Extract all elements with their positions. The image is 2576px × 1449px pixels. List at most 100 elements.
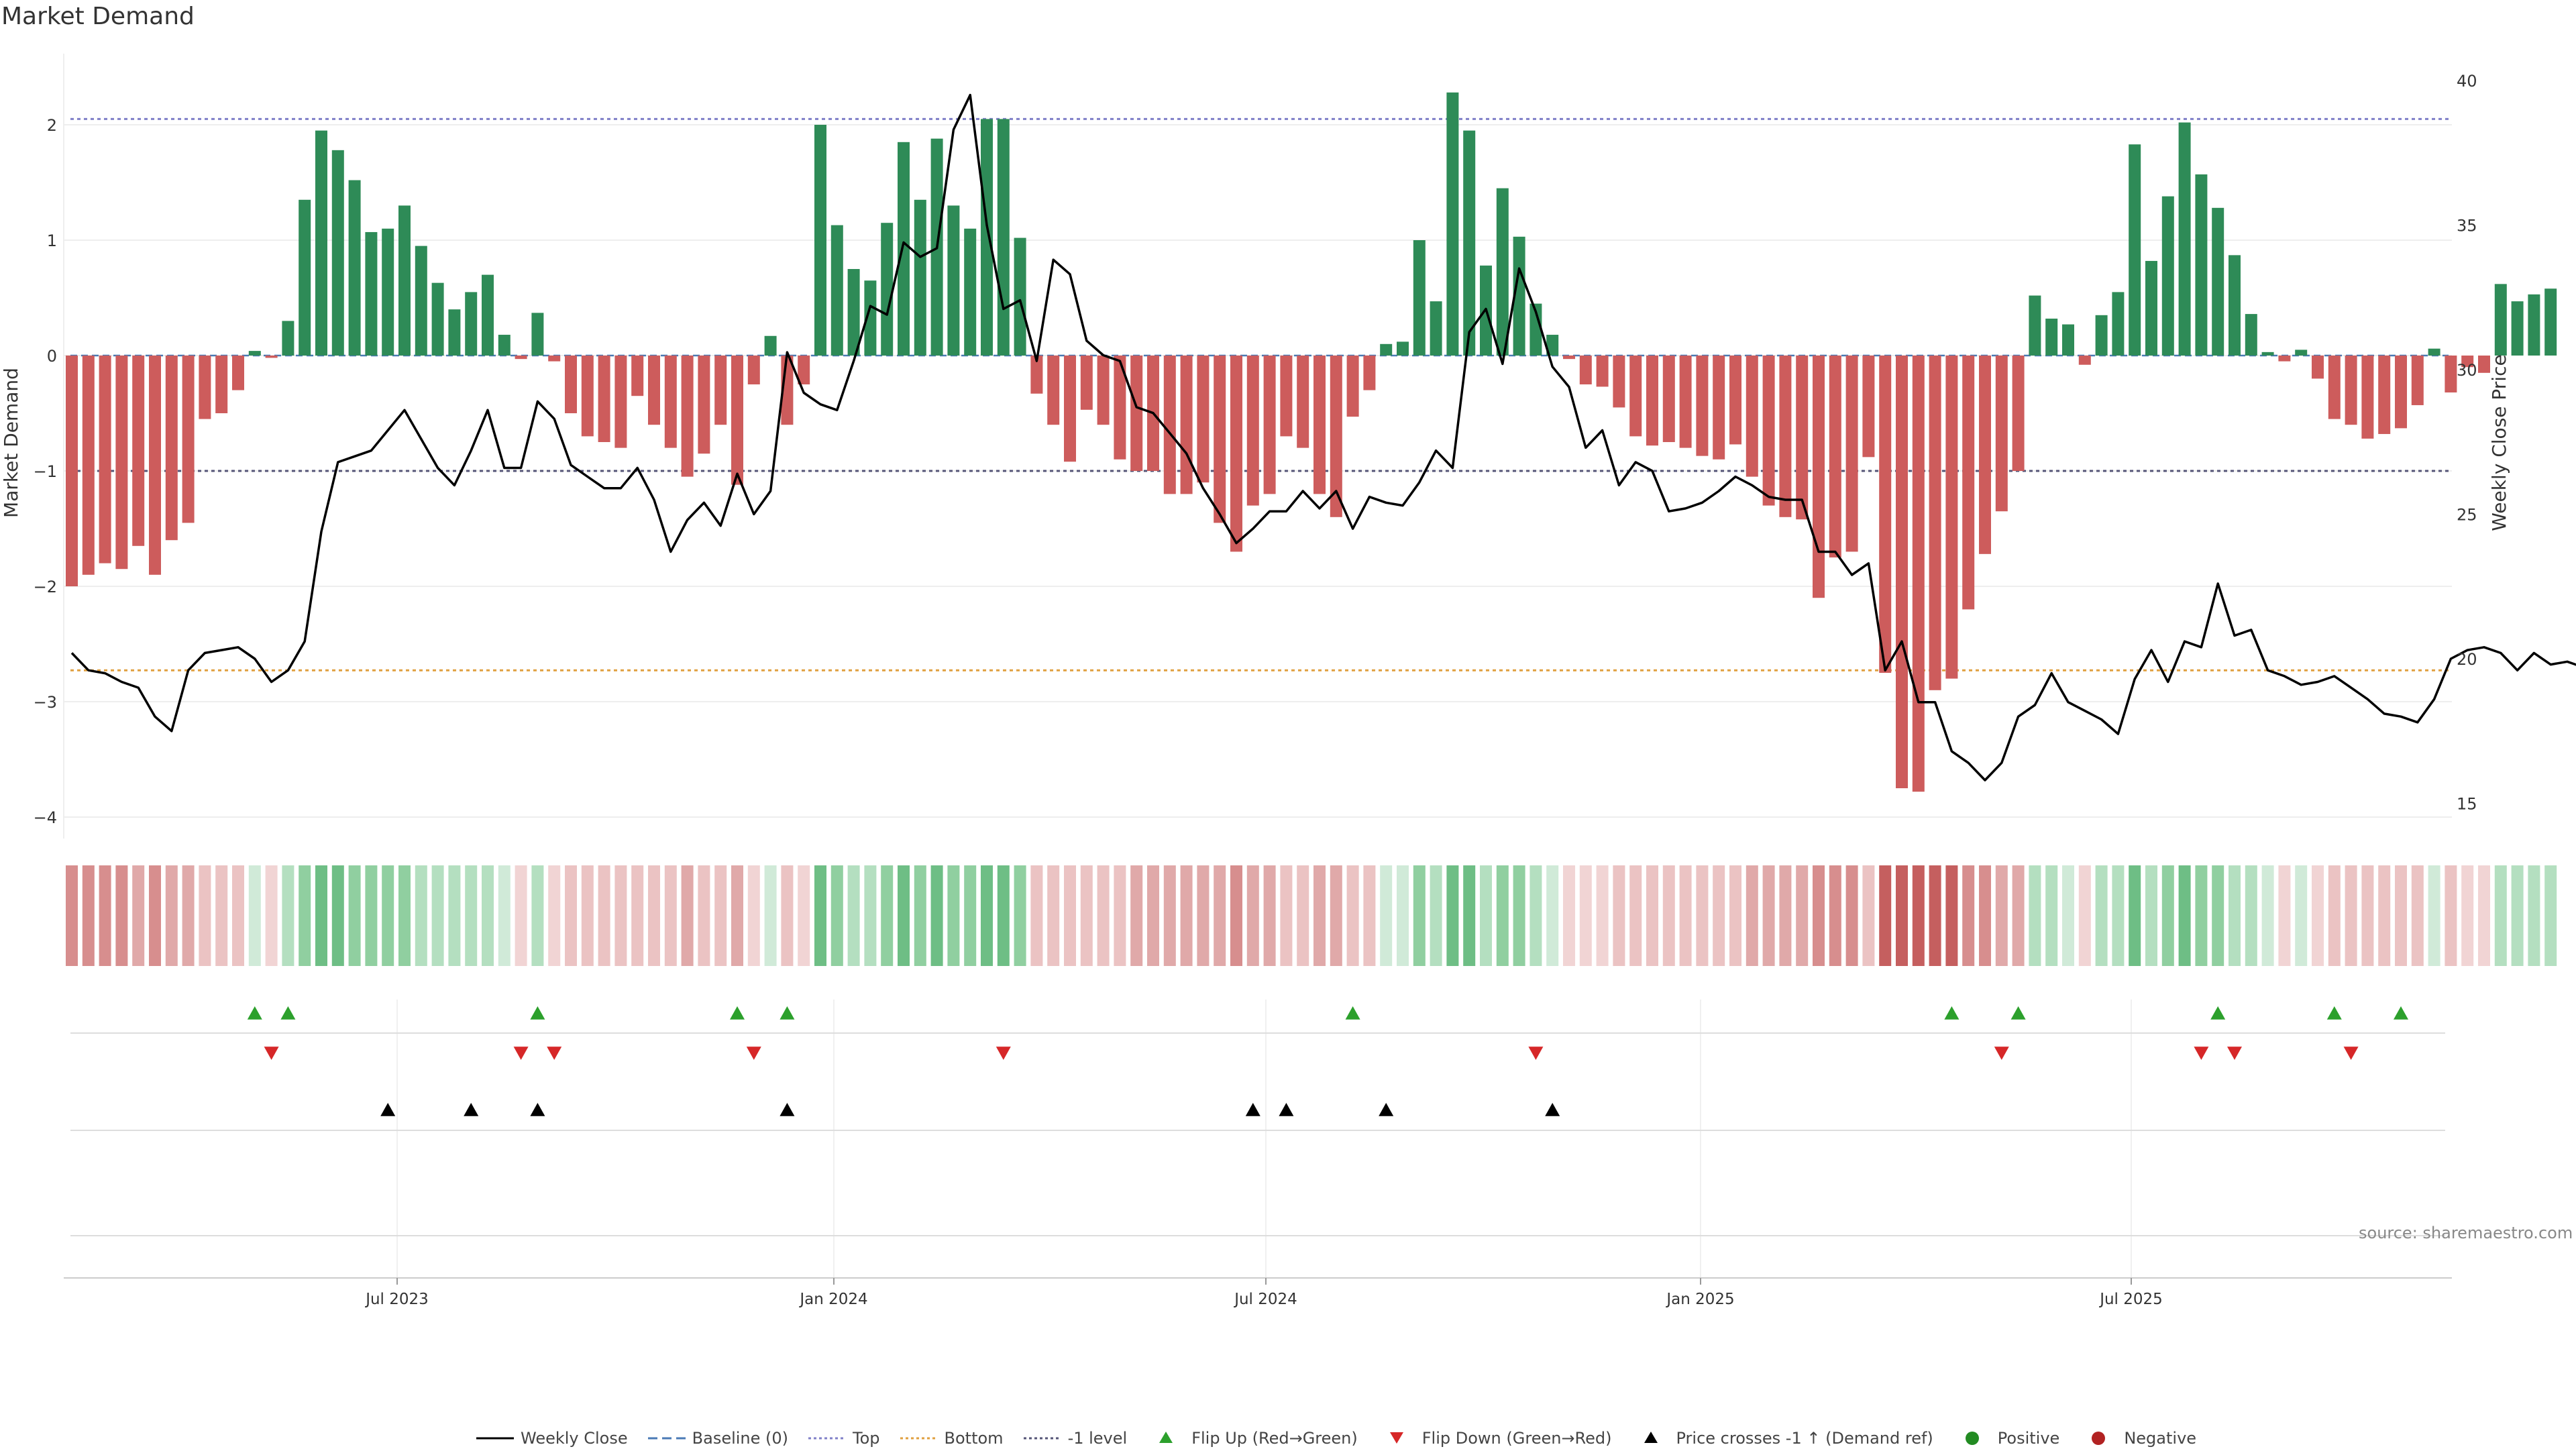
shade-cell — [2045, 865, 2058, 966]
demand-bar — [1912, 356, 1925, 792]
shade-cell — [1713, 865, 1725, 966]
shade-cell — [1979, 865, 1991, 966]
demand-bar — [1845, 356, 1858, 552]
shade-cell — [448, 865, 461, 966]
shade-cell — [1613, 865, 1625, 966]
shade-cell — [1180, 865, 1193, 966]
legend-item: Negative — [2080, 1429, 2196, 1448]
y-tick-label: −3 — [34, 693, 57, 712]
y2-tick-label: 15 — [2457, 795, 2477, 814]
legend-label: Price crosses -1 ↑ (Demand ref) — [1676, 1429, 1933, 1448]
demand-bar — [1363, 356, 1376, 390]
demand-bar — [1596, 356, 1609, 387]
flip-down-marker — [1994, 1046, 2009, 1060]
y-tick-label: −4 — [34, 808, 57, 827]
chart-legend: Weekly Close Baseline (0) Top Bottom -1 leve… — [476, 1429, 2216, 1448]
shade-cell — [215, 865, 228, 966]
shade-cell — [1197, 865, 1210, 966]
reference-lines — [70, 117, 2449, 672]
demand-bar — [681, 356, 694, 477]
shade-cell — [465, 865, 478, 966]
demand-bar — [2195, 174, 2208, 356]
source-label: source: sharemaestro.com — [2359, 1224, 2573, 1242]
shade-cell — [2062, 865, 2074, 966]
legend-label: Flip Up (Red→Green) — [1191, 1429, 1358, 1448]
demand-bar — [731, 356, 743, 485]
demand-bar — [614, 356, 627, 448]
shade-cell — [1397, 865, 1409, 966]
signal-markers — [70, 1006, 2445, 1236]
x-tick-label: Jul 2025 — [2098, 1291, 2163, 1308]
shade-cell — [1014, 865, 1026, 966]
demand-bar — [2062, 324, 2074, 356]
demand-bar — [132, 356, 145, 546]
demand-bar — [1330, 356, 1342, 517]
shade-cell — [781, 865, 794, 966]
demand-bar — [1862, 356, 1875, 458]
shade-cell — [914, 865, 926, 966]
demand-bar — [1346, 356, 1359, 417]
demand-bar — [66, 356, 78, 586]
legend-swatch-icon — [1389, 1432, 1403, 1444]
demand-bar — [1513, 236, 1525, 356]
demand-bar — [2045, 318, 2058, 356]
demand-bar — [2212, 207, 2224, 356]
shade-cell — [598, 865, 610, 966]
price-cross-marker — [1379, 1103, 1394, 1116]
demand-bar — [698, 356, 710, 454]
shade-cell — [365, 865, 378, 966]
legend-item: Flip Up (Red→Green) — [1147, 1429, 1358, 1448]
demand-bar — [2078, 356, 2091, 365]
shade-cell — [731, 865, 743, 966]
shade-cell — [1313, 865, 1326, 966]
shade-cell — [149, 865, 161, 966]
shade-cell — [1746, 865, 1758, 966]
shade-cell — [2328, 865, 2341, 966]
shade-cell — [2378, 865, 2391, 966]
demand-bar — [1246, 356, 1259, 506]
shade-cell — [1363, 865, 1376, 966]
shade-cell — [2395, 865, 2407, 966]
shade-cell — [1513, 865, 1525, 966]
shade-cell — [1813, 865, 1825, 966]
shade-cell — [1080, 865, 1093, 966]
demand-bar — [2361, 356, 2374, 439]
y2-tick-label: 25 — [2457, 506, 2477, 525]
shade-cell — [2345, 865, 2357, 966]
shade-cell — [648, 865, 660, 966]
legend-item: -1 level — [1023, 1429, 1127, 1448]
shade-cell — [1529, 865, 1542, 966]
x-tick-label: Jan 2025 — [1665, 1291, 1734, 1308]
shade-cell — [814, 865, 826, 966]
flip-down-marker — [996, 1046, 1011, 1060]
legend-swatch-icon — [1644, 1432, 1658, 1443]
shade-cell — [1330, 865, 1342, 966]
demand-bar — [548, 356, 561, 362]
demand-bar — [1646, 356, 1658, 446]
price-cross-marker — [464, 1103, 479, 1116]
demand-bar — [1413, 240, 1426, 356]
flip-up-marker — [1345, 1006, 1360, 1020]
price-cross-marker — [780, 1103, 795, 1116]
demand-bar — [2378, 356, 2391, 434]
demand-bar — [1097, 356, 1110, 425]
shade-cell — [2029, 865, 2041, 966]
demand-bar — [315, 130, 327, 356]
shade-cell — [1829, 865, 1841, 966]
demand-bar — [1746, 356, 1758, 477]
shade-cell — [1446, 865, 1459, 966]
shade-cell — [115, 865, 128, 966]
demand-shading-strip — [66, 865, 2557, 966]
demand-bar — [515, 356, 527, 360]
shade-cell — [1662, 865, 1675, 966]
flip-up-marker — [2326, 1006, 2342, 1020]
demand-bar — [1197, 356, 1210, 483]
shade-cell — [1546, 865, 1559, 966]
shade-cell — [1163, 865, 1176, 966]
demand-bar — [2245, 314, 2257, 356]
shade-cell — [515, 865, 527, 966]
shade-cell — [2112, 865, 2125, 966]
shade-cell — [830, 865, 843, 966]
demand-bar — [1896, 356, 1908, 788]
shade-cell — [981, 865, 993, 966]
